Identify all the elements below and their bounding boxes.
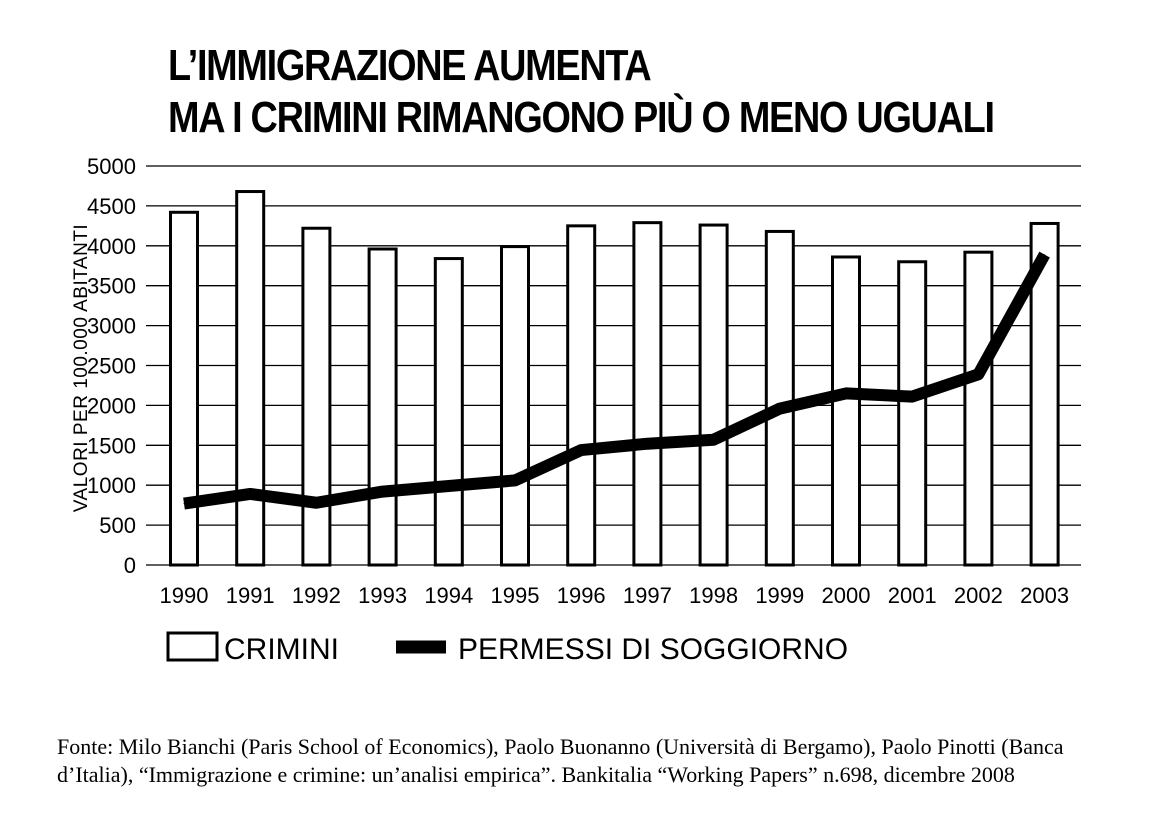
y-tick-label: 3000 <box>87 314 136 339</box>
bars <box>169 190 1060 567</box>
point-permessi-1994 <box>448 485 450 487</box>
y-tick-label: 2000 <box>87 393 136 418</box>
bar-crimini-1996 <box>566 224 597 567</box>
point-permessi-1991 <box>249 493 251 495</box>
title-line-2: MA I CRIMINI RIMANGONO PIÙ O MENO UGUALI <box>168 93 995 142</box>
x-tick-label: 1991 <box>226 583 275 608</box>
chart: 0 500 1000 1500 2000 2500 3000 3500 4000 4500 5000… <box>71 154 1081 666</box>
x-tick-label: 2000 <box>822 583 871 608</box>
point-permessi-1999 <box>779 408 781 410</box>
point-permessi-2003 <box>1044 254 1046 256</box>
bar-crimini-2003 <box>1029 221 1060 567</box>
x-tick-label: 1992 <box>292 583 341 608</box>
point-permessi-2001 <box>911 396 913 398</box>
point-permessi-1997 <box>646 443 648 445</box>
y-tick-label: 1500 <box>87 433 136 458</box>
x-tick-label: 2001 <box>888 583 937 608</box>
y-tick-labels: 0 500 1000 1500 2000 2500 3000 3500 4000 4500 5000 <box>87 154 136 578</box>
x-tick-label: 1998 <box>689 583 738 608</box>
y-tick-label: 0 <box>124 553 136 578</box>
bar-crimini-1995 <box>500 245 530 567</box>
x-tick-label: 1996 <box>557 583 606 608</box>
y-tick-label: 4000 <box>87 234 136 259</box>
chart-title: L’IMMIGRAZIONE AUMENTA MA I CRIMINI RIMA… <box>168 40 1128 144</box>
point-permessi-2002 <box>977 373 979 375</box>
bar-crimini-1991 <box>235 190 266 567</box>
bar-crimini-1999 <box>764 229 795 567</box>
line-series <box>183 251 1050 510</box>
bar-crimini-1990 <box>169 210 199 567</box>
bar-crimini-2002 <box>963 250 994 567</box>
point-permessi-1998 <box>713 439 715 441</box>
gridlines <box>146 165 1081 566</box>
bar-crimini-1993 <box>367 247 398 567</box>
bar-crimini-2000 <box>831 255 861 567</box>
x-tick-label: 1990 <box>160 583 209 608</box>
bar-crimini-1998 <box>698 223 729 567</box>
title-line-1: L’IMMIGRAZIONE AUMENTA <box>168 41 652 90</box>
y-tick-label: 3500 <box>87 274 136 299</box>
line-permessi <box>183 251 1050 510</box>
y-tick-label: 1000 <box>87 473 136 498</box>
x-tick-label: 1993 <box>358 583 407 608</box>
point-permessi-1990 <box>183 503 185 505</box>
y-tick-label: 2500 <box>87 354 136 379</box>
x-tick-labels: 1990 1991 1992 1993 1994 1995 1996 1997 1998 1999… <box>160 583 1070 608</box>
legend-swatch-crimini <box>166 631 219 662</box>
source-note: Fonte: Milo Bianchi (Paris School of Eco… <box>57 734 1064 787</box>
bar-crimini-2001 <box>897 260 928 567</box>
legend-label-crimini: CRIMINI <box>224 633 339 666</box>
legend-label-permessi: PERMESSI DI SOGGIORNO <box>458 633 848 666</box>
legend: CRIMINI PERMESSI DI SOGGIORNO <box>166 631 848 666</box>
bar-crimini-1992 <box>301 226 332 567</box>
x-tick-label: 1997 <box>623 583 672 608</box>
x-tick-label: 1994 <box>424 583 473 608</box>
point-permessi-1996 <box>580 449 582 451</box>
point-permessi-1993 <box>382 491 384 493</box>
x-tick-label: 2003 <box>1020 583 1069 608</box>
bar-crimini-1997 <box>632 221 663 567</box>
x-tick-label: 1999 <box>755 583 804 608</box>
point-permessi-1992 <box>315 502 317 504</box>
bar-crimini-1994 <box>433 257 464 567</box>
y-axis-label: VALORI PER 100.000 ABITANTI <box>71 224 92 512</box>
y-tick-label: 500 <box>99 513 136 538</box>
y-tick-label: 5000 <box>87 154 136 179</box>
point-permessi-2000 <box>845 392 847 394</box>
y-tick-label: 4500 <box>87 194 136 219</box>
x-tick-label: 1995 <box>491 583 540 608</box>
point-permessi-1995 <box>514 479 516 481</box>
x-tick-label: 2002 <box>954 583 1003 608</box>
